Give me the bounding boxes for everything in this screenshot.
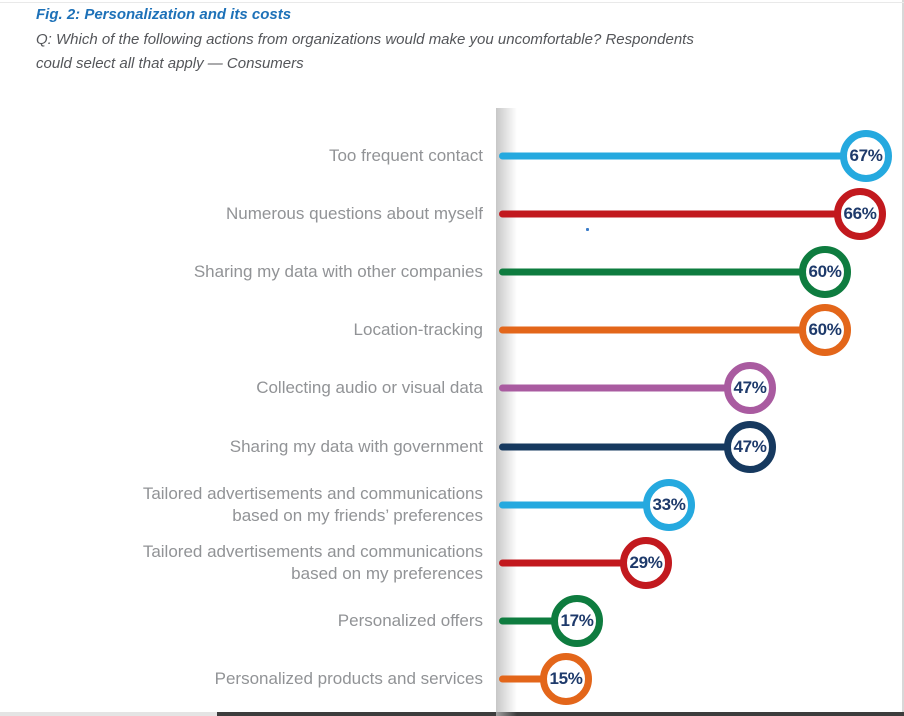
category-label: Personalized offers — [0, 610, 483, 632]
value-label: 17% — [560, 611, 594, 630]
stray-dot-artifact — [586, 228, 589, 231]
value-bubble: 60% — [799, 246, 851, 298]
value-label: 29% — [629, 553, 663, 572]
value-bubble: 47% — [724, 421, 776, 473]
category-label-line: Numerous questions about myself — [225, 204, 483, 223]
category-label-line: Collecting audio or visual data — [256, 378, 483, 397]
value-label: 15% — [549, 669, 583, 688]
value-bubble: 60% — [799, 304, 851, 356]
value-label: 60% — [808, 262, 842, 281]
category-label-line: Tailored advertisements and communicatio… — [142, 484, 483, 503]
value-label: 66% — [843, 204, 877, 223]
figure-question: Q: Which of the following actions from o… — [36, 28, 866, 76]
bar-stem — [499, 559, 626, 567]
category-label-line: based on my friends’ preferences — [232, 506, 483, 525]
category-label-line: Personalized offers — [337, 611, 483, 630]
value-label: 60% — [808, 320, 842, 339]
category-label: Tailored advertisements and communicatio… — [0, 541, 483, 585]
bar-stem — [499, 384, 730, 392]
value-bubble: 29% — [620, 537, 672, 589]
category-label: Collecting audio or visual data — [0, 377, 483, 399]
category-label-line: Too frequent contact — [328, 146, 483, 165]
value-bubble: 47% — [724, 362, 776, 414]
value-bubble: 66% — [834, 188, 886, 240]
value-label: 47% — [733, 437, 767, 456]
category-label-line: Tailored advertisements and communicatio… — [142, 542, 483, 561]
category-label-line: Sharing my data with government — [229, 437, 483, 456]
bar-stem — [499, 443, 730, 451]
bar-stem — [499, 326, 805, 334]
figure-question-line-1: Q: Which of the following actions from o… — [36, 31, 694, 48]
value-label: 33% — [652, 495, 686, 514]
page-top-divider — [0, 2, 904, 3]
category-label: Tailored advertisements and communicatio… — [0, 483, 483, 527]
page-right-edge-line — [902, 0, 904, 716]
bottom-bar-light-segment — [0, 712, 217, 716]
bar-stem — [499, 675, 546, 683]
value-bubble: 15% — [540, 653, 592, 705]
category-label-line: based on my preferences — [291, 564, 483, 583]
category-label-line: Location-tracking — [353, 320, 483, 339]
category-label: Location-tracking — [0, 319, 483, 341]
category-label: Too frequent contact — [0, 145, 483, 167]
category-label: Numerous questions about myself — [0, 203, 483, 225]
category-label: Sharing my data with government — [0, 436, 483, 458]
category-label: Personalized products and services — [0, 668, 483, 690]
value-bubble: 17% — [551, 595, 603, 647]
category-label: Sharing my data with other companies — [0, 261, 483, 283]
category-label-line: Sharing my data with other companies — [193, 262, 483, 281]
value-bubble: 33% — [643, 479, 695, 531]
figure-header: Fig. 2: Personalization and its costs Q:… — [36, 5, 866, 76]
category-label-line: Personalized products and services — [214, 669, 483, 688]
bottom-bar-dark-segment — [217, 712, 904, 716]
figure-question-line-2: could select all that apply — Consumers — [36, 55, 304, 72]
bar-stem — [499, 210, 840, 218]
bar-stem — [499, 501, 649, 509]
value-bubble: 67% — [840, 130, 892, 182]
value-label: 47% — [733, 378, 767, 397]
bar-stem — [499, 268, 805, 276]
bar-stem — [499, 152, 846, 160]
bar-stem — [499, 617, 557, 625]
figure-title: Fig. 2: Personalization and its costs — [36, 6, 292, 23]
value-label: 67% — [849, 146, 883, 165]
